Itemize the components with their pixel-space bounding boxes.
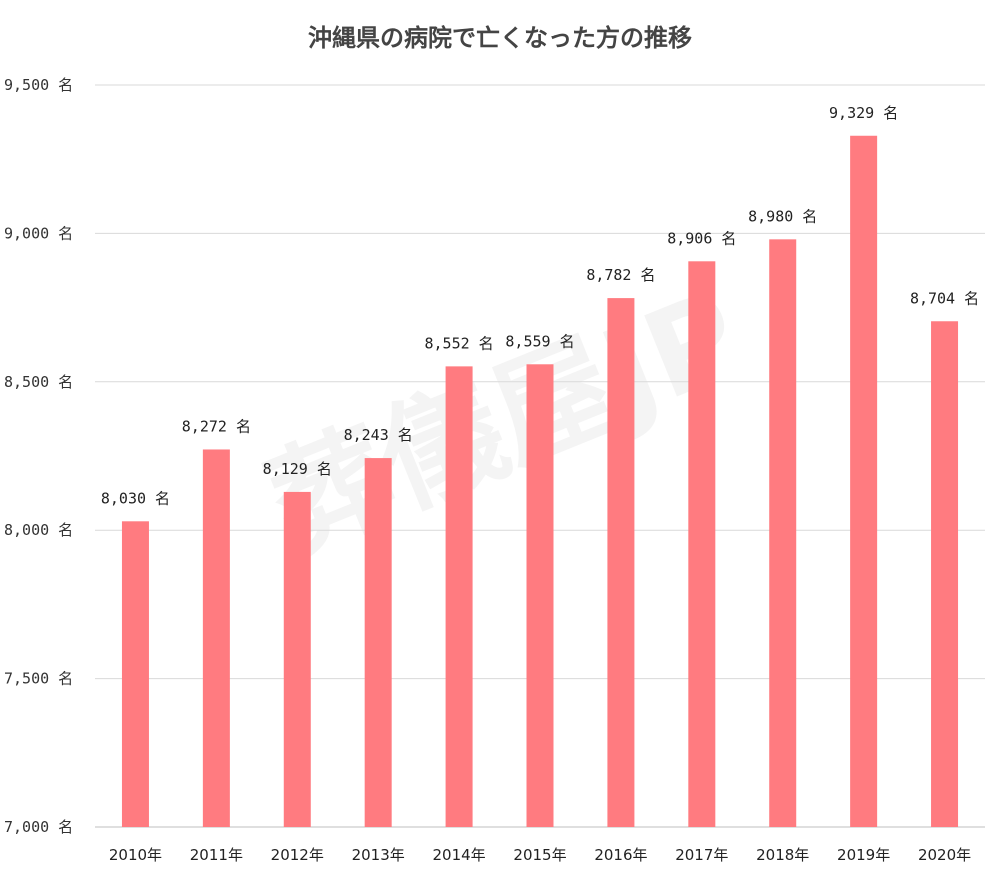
bar [283, 491, 311, 827]
bar [850, 135, 878, 827]
x-tick-label: 2012年 [271, 846, 324, 864]
y-tick-label: 7,000 名 [4, 818, 73, 836]
bar [607, 298, 635, 827]
y-tick-label: 9,500 名 [4, 76, 73, 94]
data-label: 8,906 名 [667, 229, 736, 247]
y-tick-label: 9,000 名 [4, 224, 73, 242]
bar [931, 321, 959, 827]
bar [526, 364, 554, 827]
data-label: 8,272 名 [182, 417, 251, 435]
data-label: 8,552 名 [424, 334, 493, 352]
y-tick-label: 8,500 名 [4, 373, 73, 391]
x-tick-label: 2013年 [352, 846, 405, 864]
bar [445, 366, 473, 827]
data-label: 8,129 名 [263, 460, 332, 478]
x-axis-ticks: 2010年 2011年 2012年 2013年 2014年 2015年 2016年 2017年… [109, 846, 971, 864]
x-tick-label: 2010年 [109, 846, 162, 864]
data-label: 9,329 名 [829, 104, 898, 122]
y-axis-ticks: 7,000 名 7,500 名 8,000 名 8,500 名 9,000 名 9,500… [4, 76, 73, 836]
x-tick-label: 2017年 [675, 846, 728, 864]
x-tick-label: 2018年 [756, 846, 809, 864]
x-tick-label: 2019年 [837, 846, 890, 864]
y-tick-label: 7,500 名 [4, 670, 73, 688]
data-label: 8,030 名 [101, 489, 170, 507]
bar [121, 521, 149, 827]
bar [769, 239, 797, 827]
y-tick-label: 8,000 名 [4, 521, 73, 539]
bar [202, 449, 230, 827]
x-tick-label: 2011年 [190, 846, 243, 864]
x-tick-label: 2014年 [432, 846, 485, 864]
data-label: 8,243 名 [344, 426, 413, 444]
bar [364, 458, 392, 827]
x-tick-label: 2020年 [918, 846, 971, 864]
data-label: 8,782 名 [586, 266, 655, 284]
data-label: 8,980 名 [748, 207, 817, 225]
watermark-text: 葬儀屋JP [250, 266, 759, 579]
bar [688, 261, 716, 827]
x-tick-label: 2016年 [594, 846, 647, 864]
data-label: 8,704 名 [910, 289, 979, 307]
data-label: 8,559 名 [505, 332, 574, 350]
x-tick-label: 2015年 [513, 846, 566, 864]
bars [121, 135, 959, 827]
data-labels: 8,030 名 8,272 名 8,129 名 8,243 名 8,552 名 8,559… [101, 104, 979, 508]
chart-title: 沖縄県の病院で亡くなった方の推移 [308, 24, 692, 52]
